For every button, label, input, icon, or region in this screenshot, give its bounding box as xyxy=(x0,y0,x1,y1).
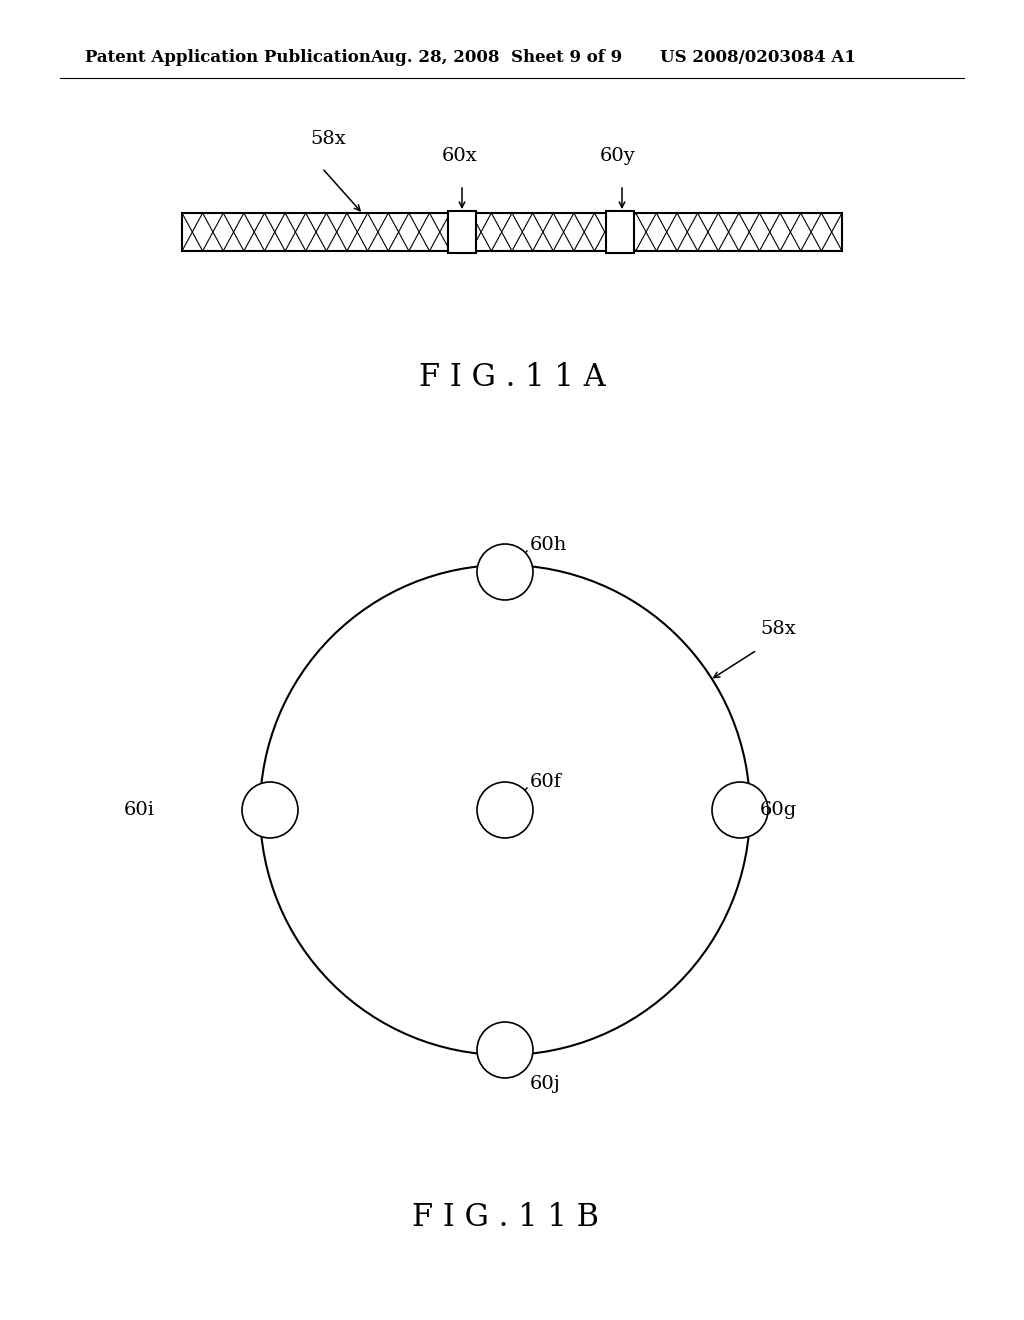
Text: 60i: 60i xyxy=(124,801,155,818)
Text: Aug. 28, 2008  Sheet 9 of 9: Aug. 28, 2008 Sheet 9 of 9 xyxy=(370,49,623,66)
Text: 60g: 60g xyxy=(760,801,798,818)
Text: F I G . 1 1 A: F I G . 1 1 A xyxy=(419,363,605,393)
Text: 60j: 60j xyxy=(530,1074,561,1093)
Text: 60y: 60y xyxy=(600,147,636,165)
Text: 58x: 58x xyxy=(760,620,796,638)
Text: F I G . 1 1 B: F I G . 1 1 B xyxy=(412,1203,598,1233)
Circle shape xyxy=(477,781,534,838)
Bar xyxy=(606,211,634,253)
Circle shape xyxy=(712,781,768,838)
Text: 58x: 58x xyxy=(310,129,346,148)
Bar xyxy=(449,211,476,253)
Text: US 2008/0203084 A1: US 2008/0203084 A1 xyxy=(660,49,856,66)
Bar xyxy=(182,213,842,251)
Circle shape xyxy=(477,544,534,601)
Text: 60h: 60h xyxy=(530,536,567,554)
Text: Patent Application Publication: Patent Application Publication xyxy=(85,49,371,66)
Circle shape xyxy=(477,1022,534,1078)
Circle shape xyxy=(242,781,298,838)
Text: 60f: 60f xyxy=(530,774,562,791)
Text: 60x: 60x xyxy=(442,147,478,165)
